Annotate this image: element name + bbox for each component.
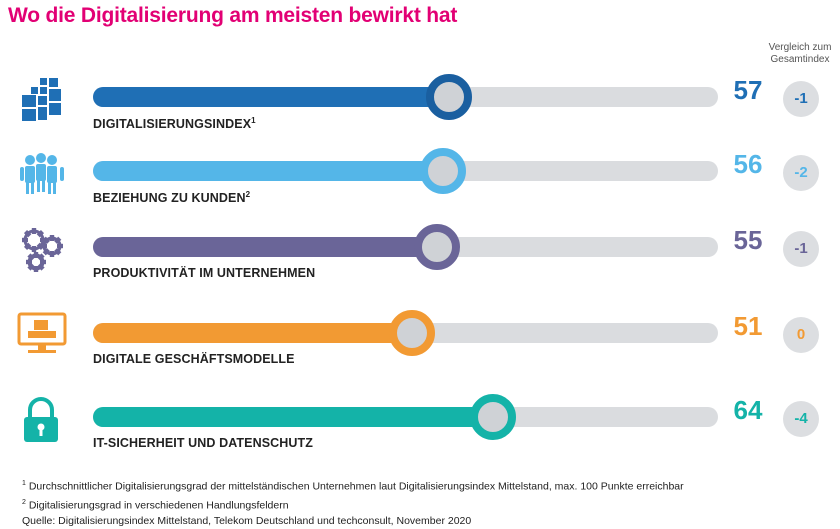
bar-knob	[413, 224, 460, 270]
bar-fill	[93, 407, 493, 427]
footnotes: 1 Durchschnittlicher Digitalisierungsgra…	[22, 476, 684, 529]
customers-group-icon	[14, 146, 70, 202]
bar-value: 51	[733, 311, 763, 341]
comparison-header-line-2: Gesamtindex	[770, 54, 830, 65]
digital-blocks-icon	[14, 72, 70, 128]
bar-label: DIGITALISIERUNGSINDEX1	[93, 116, 256, 132]
padlock-icon	[14, 392, 70, 448]
bar-fill	[93, 323, 412, 343]
bar-label: BEZIEHUNG ZU KUNDEN2	[93, 190, 251, 206]
bar-fill	[93, 237, 437, 257]
bar-value: 57	[733, 75, 763, 105]
bar-knob	[420, 148, 466, 194]
chart-row: DIGITALE GESCHÄFTSMODELLE 51 0	[0, 308, 840, 390]
comparison-delta-badge: -2	[783, 155, 819, 191]
footnote-2: 2 Digitalisierungsgrad in verschiedenen …	[22, 498, 289, 512]
bar-fill	[93, 161, 443, 181]
comparison-delta-badge: -4	[783, 401, 819, 437]
chart-row: BEZIEHUNG ZU KUNDEN2 56 -2	[0, 146, 840, 228]
comparison-delta-badge: -1	[783, 81, 819, 117]
chart-title: Wo die Digitalisierung am meisten bewirk…	[8, 4, 458, 27]
chart-row: DIGITALISIERUNGSINDEX1 57 -1	[0, 72, 840, 154]
bar-label: DIGITALE GESCHÄFTSMODELLE	[93, 352, 295, 366]
bar-knob	[470, 394, 516, 440]
footnote-1: 1 Durchschnittlicher Digitalisierungsgra…	[22, 480, 684, 493]
bar-value: 56	[733, 149, 763, 179]
bar-label: PRODUKTIVITÄT IM UNTERNEHMEN	[93, 266, 316, 280]
bar-fill	[93, 87, 450, 107]
chart-row: PRODUKTIVITÄT IM UNTERNEHMEN 55 -1	[0, 222, 840, 304]
comparison-delta-badge: -1	[783, 231, 819, 267]
bar-value: 55	[733, 225, 763, 255]
monitor-icon	[14, 308, 70, 364]
comparison-header: Vergleich zum Gesamtindex	[760, 42, 840, 66]
footnote-source: Quelle: Digitalisierungsindex Mittelstan…	[22, 515, 472, 527]
bar-knob	[426, 74, 473, 120]
comparison-header-line-1: Vergleich zum	[768, 42, 832, 53]
bar-knob	[388, 310, 435, 356]
bar-label: IT-SICHERHEIT UND DATENSCHUTZ	[93, 436, 314, 450]
bar-value: 64	[733, 395, 763, 425]
chart-row: IT-SICHERHEIT UND DATENSCHUTZ 64 -4	[0, 392, 840, 474]
gears-icon	[14, 222, 70, 278]
comparison-delta-badge: 0	[783, 317, 819, 353]
